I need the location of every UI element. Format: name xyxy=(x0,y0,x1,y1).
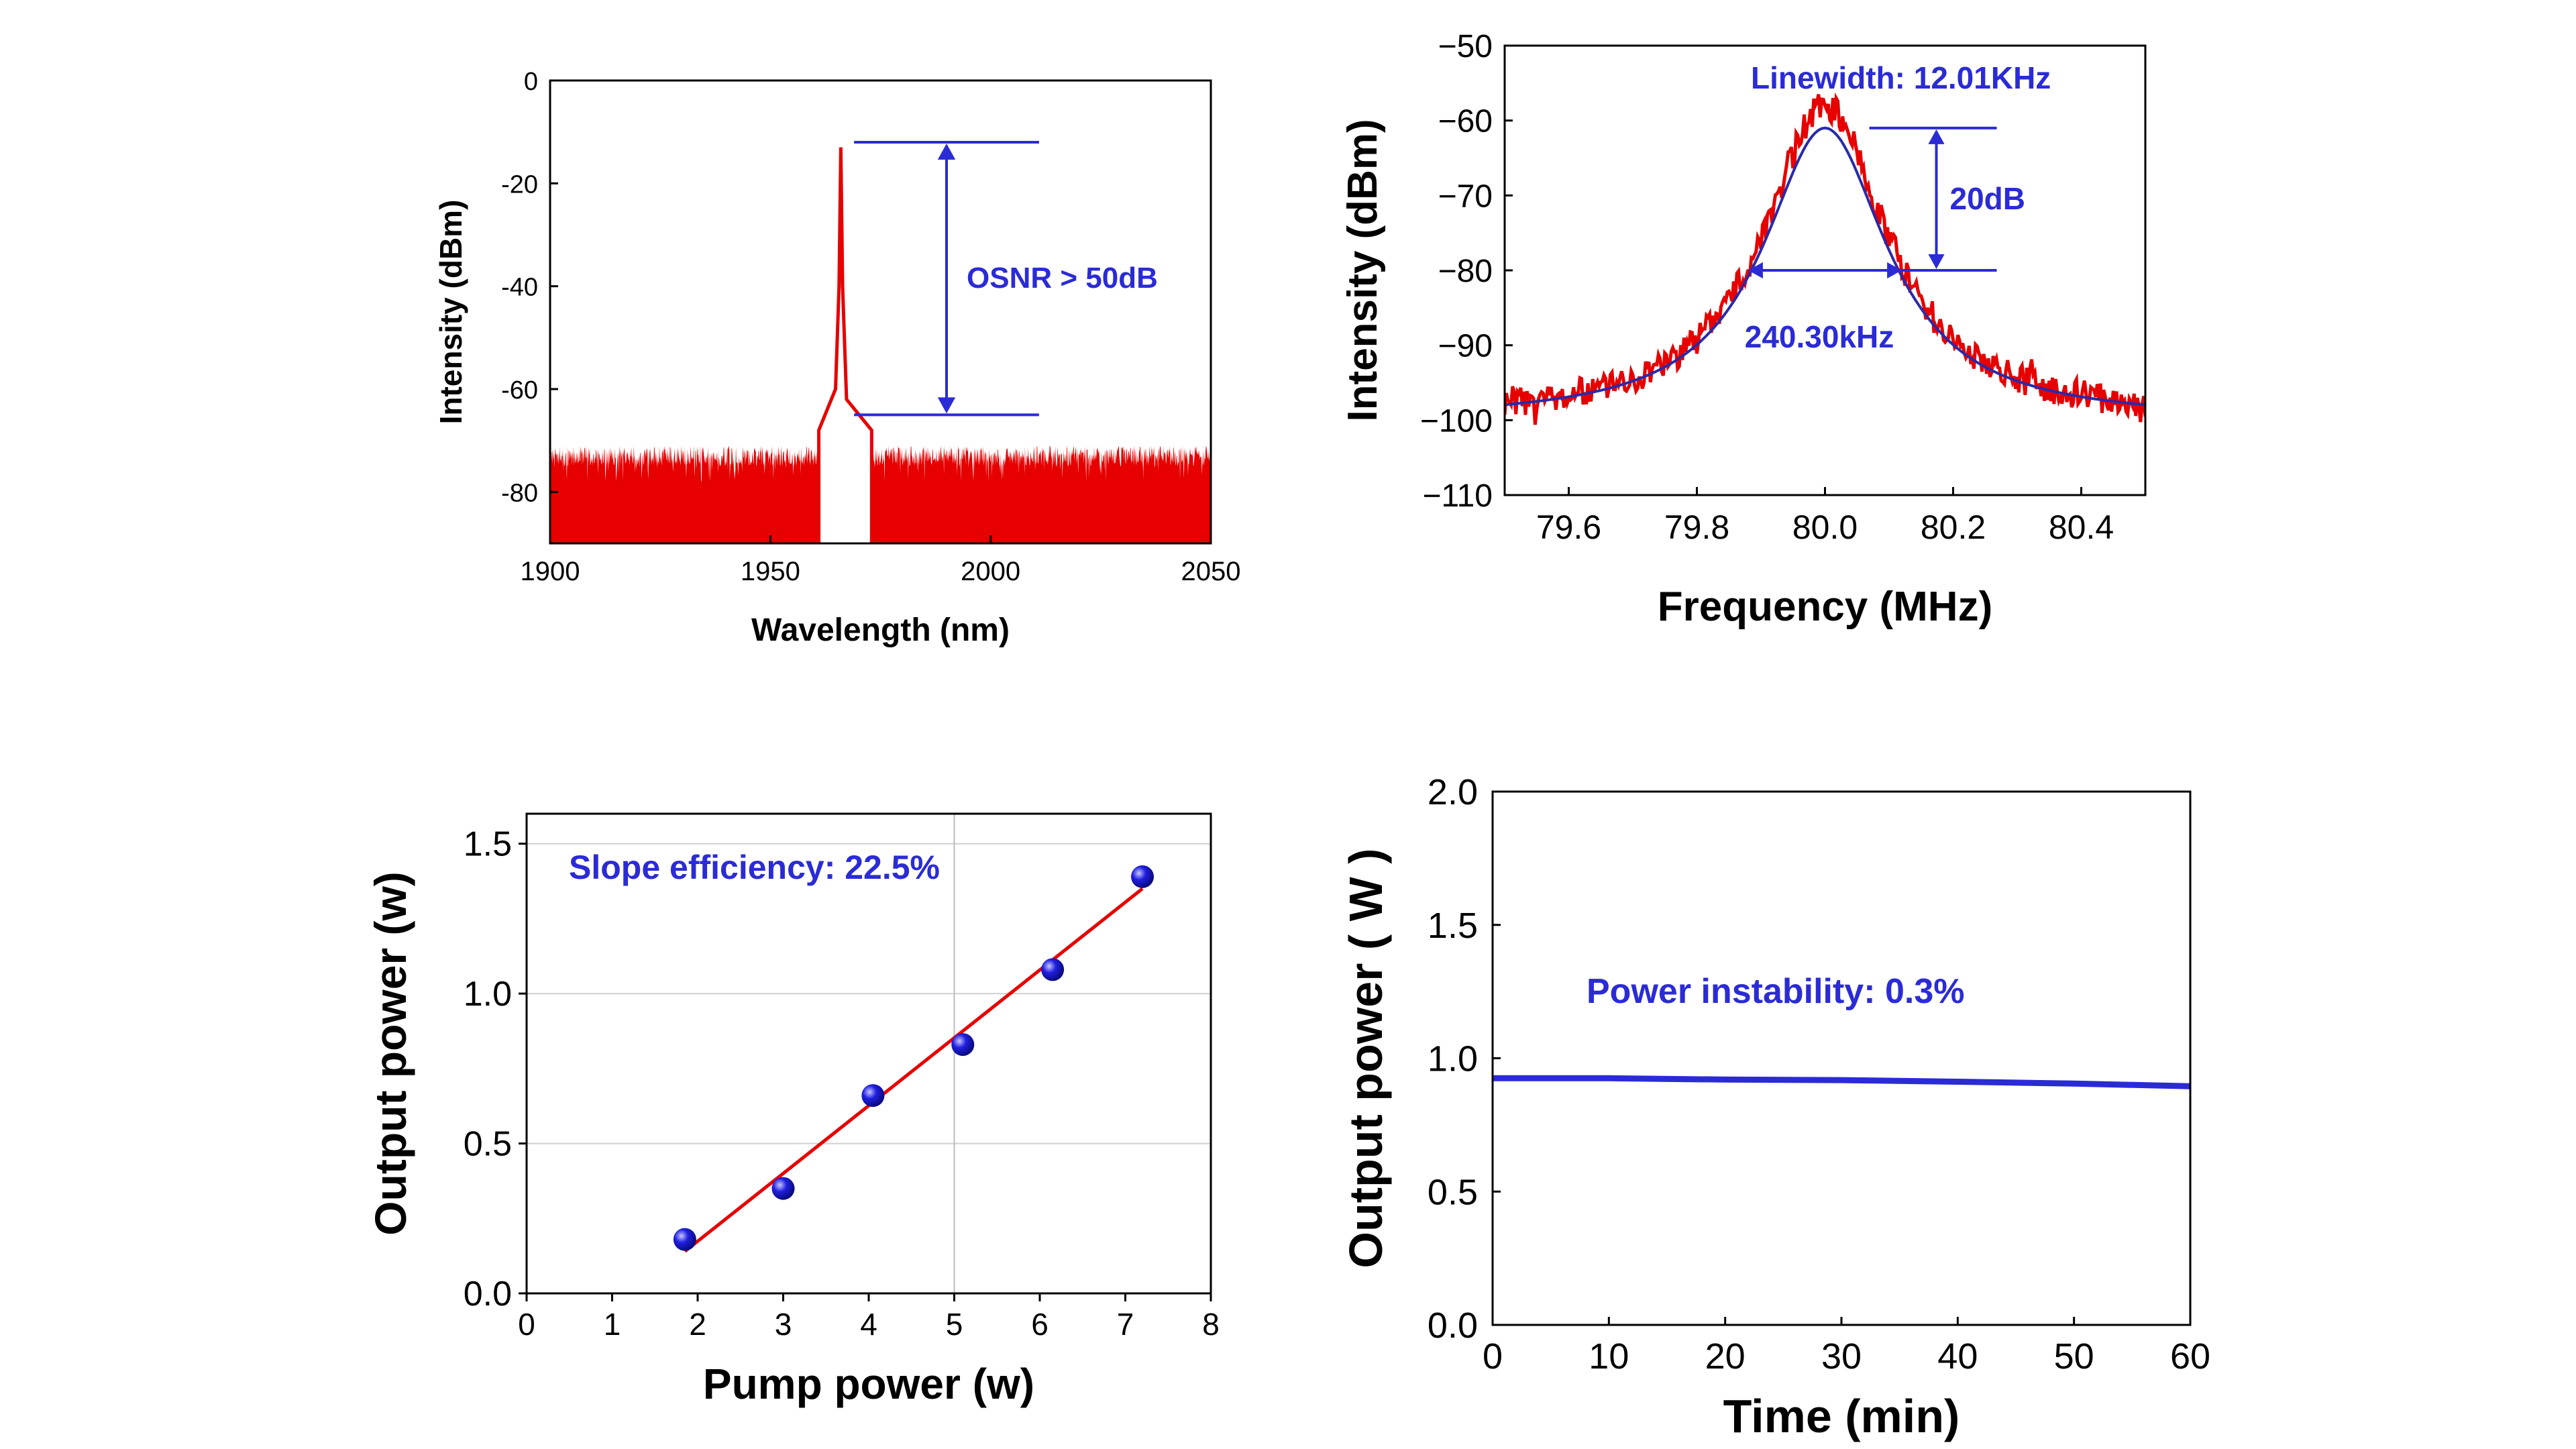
y-tick-label: -20 xyxy=(501,170,538,199)
y-tick-label: 0.5 xyxy=(464,1125,512,1164)
linear-fit-line xyxy=(684,887,1144,1253)
noise-floor-right xyxy=(871,445,1211,543)
x-tick-label: 80.0 xyxy=(1792,508,1858,546)
x-axis-label: Frequency (MHz) xyxy=(1658,584,1992,630)
y-tick-label: 0.0 xyxy=(1428,1305,1478,1346)
y-tick-label: 1.0 xyxy=(1428,1039,1478,1079)
y-tick-label: 2.0 xyxy=(1428,772,1478,812)
y-tick-label: −80 xyxy=(1438,254,1493,289)
x-tick-label: 4 xyxy=(860,1307,877,1342)
y-tick-label: -40 xyxy=(501,274,538,302)
measured-spectrum-line xyxy=(1505,92,2145,425)
x-tick-label: 60 xyxy=(2170,1336,2210,1377)
x-tick-label: 0 xyxy=(1483,1336,1503,1377)
plot-frame xyxy=(549,79,1212,545)
data-point xyxy=(861,1084,885,1108)
osnr-arrow-head-up xyxy=(937,144,956,160)
y-tick-label: -80 xyxy=(501,479,538,507)
level-arrow-head-down xyxy=(1928,254,1945,269)
power-line xyxy=(1493,1075,2191,1089)
y-tick-label: −50 xyxy=(1438,29,1493,64)
x-tick-label: 1900 xyxy=(521,557,580,586)
x-tick-label: 2050 xyxy=(1181,557,1241,586)
plot-area xyxy=(1493,792,2190,1325)
y-tick-label: 1.0 xyxy=(464,975,512,1014)
x-tick-label: 30 xyxy=(1821,1336,1862,1377)
y-tick-label: −90 xyxy=(1438,329,1493,364)
chart-spectrum: 1900 1950 2000 2050 0 -20 -40 -60 -80 Wavelength … xyxy=(433,68,1240,648)
x-tick-label: 20 xyxy=(1705,1336,1746,1377)
y-axis-label: Output power (w) xyxy=(366,871,415,1236)
x-tick-label: 1 xyxy=(604,1307,621,1342)
level-arrow-head-up xyxy=(1928,129,1945,144)
y-axis-label: Intensity (dBm) xyxy=(433,200,468,425)
x-tick-label: 2 xyxy=(689,1307,706,1342)
x-tick-label: 3 xyxy=(775,1307,792,1342)
data-point xyxy=(951,1033,975,1057)
x-axis-label: Pump power (w) xyxy=(703,1360,1034,1408)
width-arrow-head-left xyxy=(1748,262,1763,279)
osnr-annotation: OSNR > 50dB xyxy=(967,262,1158,294)
width-arrow-head-right xyxy=(1887,262,1902,279)
x-tick-label: 0 xyxy=(518,1307,535,1342)
x-tick-label: 80.2 xyxy=(1921,508,1986,546)
y-tick-label: −60 xyxy=(1438,104,1493,140)
lorentzian-fit-line xyxy=(1505,126,2145,407)
data-point xyxy=(1131,865,1154,888)
chart-linewidth: 79.6 79.8 80.0 80.2 80.4 −50 −60 −70 −80 −90 −100 −… xyxy=(1340,29,2147,630)
x-tick-label: 1950 xyxy=(741,557,800,586)
y-tick-label: −100 xyxy=(1420,403,1493,439)
x-axis-label: Time (min) xyxy=(1723,1390,1960,1442)
y-tick-label: 1.5 xyxy=(1428,906,1478,946)
y-tick-label: −110 xyxy=(1422,478,1493,514)
chart-slope-efficiency: 0 1 2 3 4 5 6 7 8 0.0 0.5 1.0 1.5 Pump power (w) Outpu… xyxy=(366,812,1220,1408)
x-tick-label: 40 xyxy=(1937,1336,1978,1377)
linewidth-annotation: Linewidth: 12.01KHz xyxy=(1751,60,2051,95)
x-tick-label: 10 xyxy=(1589,1336,1629,1377)
y-tick-label: 0.0 xyxy=(464,1275,512,1313)
x-tick-label: 2000 xyxy=(961,557,1020,586)
y-axis-label: Output power ( W ) xyxy=(1340,849,1392,1269)
y-tick-label: 0 xyxy=(524,68,538,96)
x-tick-label: 8 xyxy=(1202,1307,1220,1342)
x-tick-label: 50 xyxy=(2054,1336,2094,1377)
x-axis-label: Wavelength (nm) xyxy=(751,612,1010,648)
data-point xyxy=(673,1228,696,1251)
x-tick-label: 79.6 xyxy=(1536,508,1601,546)
db-annotation: 20dB xyxy=(1950,181,2025,216)
width-annotation: 240.30kHz xyxy=(1745,319,1894,354)
x-tick-label: 80.4 xyxy=(2049,508,2114,546)
y-tick-label: 1.5 xyxy=(464,825,512,864)
stability-annotation: Power instability: 0.3% xyxy=(1587,972,1965,1011)
y-axis-label: Intensity (dBm) xyxy=(1340,119,1386,421)
osnr-arrow-head-down xyxy=(937,397,956,414)
spectrum-peak-line xyxy=(817,147,873,543)
x-tick-label: 79.8 xyxy=(1664,508,1729,546)
slope-annotation: Slope efficiency: 22.5% xyxy=(569,849,940,886)
y-tick-label: -60 xyxy=(501,376,538,405)
y-tick-label: −70 xyxy=(1438,178,1493,214)
noise-floor-left xyxy=(550,445,819,543)
plot-content xyxy=(1505,92,2145,425)
x-tick-label: 6 xyxy=(1031,1307,1049,1342)
x-tick-label: 5 xyxy=(946,1307,963,1342)
data-point xyxy=(1041,958,1065,981)
plot-area xyxy=(527,814,1211,1293)
data-point xyxy=(771,1177,795,1200)
y-tick-label: 0.5 xyxy=(1428,1172,1478,1212)
chart-power-stability: 0 10 20 30 40 50 60 0.0 0.5 1.0 1.5 2.0 Time (min) Ou… xyxy=(1340,772,2210,1442)
x-tick-label: 7 xyxy=(1117,1307,1134,1342)
